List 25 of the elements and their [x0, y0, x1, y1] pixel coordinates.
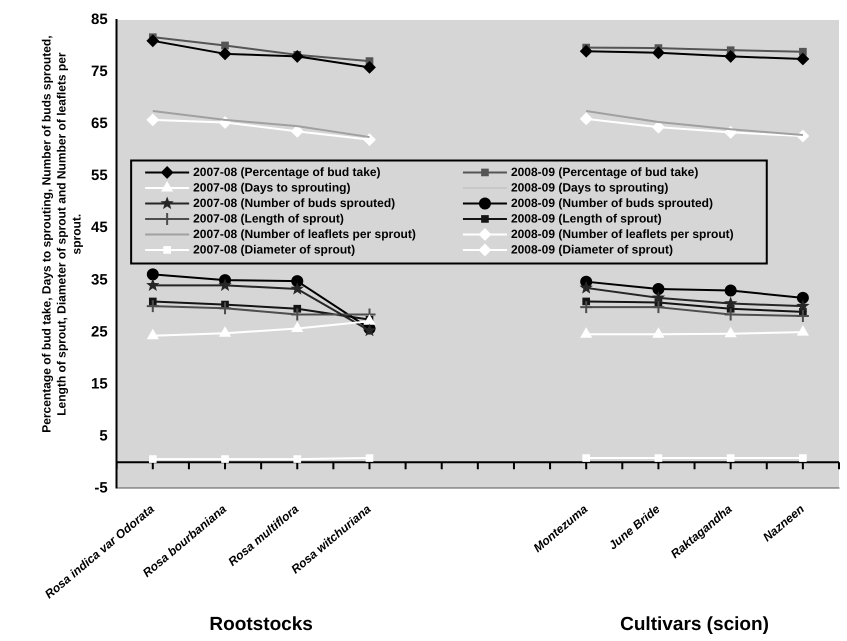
y-axis-title: Percentage of bud take, Days to sprouting, Number of buds sprouted, Length of sprout, Diameter of sprout and Number of leaflets per sprout. [39, 35, 84, 433]
y-tick-label: 15 [90, 375, 108, 392]
legend-label: 2008-09 (Days to sprouting) [510, 180, 668, 194]
y-tick-label: 25 [90, 323, 108, 340]
y-tick-label: 5 [99, 427, 108, 444]
legend-label: 2007-08 (Number of leaflets per sprout) [193, 226, 416, 241]
legend-label: 2007-08 (Days to sprouting) [193, 180, 351, 194]
y-tick-label: 85 [90, 11, 108, 28]
text: Rootstocks [209, 614, 313, 635]
legend-label: 2007-08 (Percentage of bud take) [193, 164, 381, 179]
y-tick-label: -5 [94, 479, 108, 496]
legend-label: 2007-08 (Diameter of sprout) [193, 242, 356, 256]
y-tick-label: 45 [90, 219, 108, 236]
y-tick-label: 65 [90, 115, 108, 132]
legend-label: 2008-09 (Number of leaflets per sprout) [510, 226, 734, 241]
y-tick-label: 35 [90, 271, 108, 288]
legend-label: 2008-09 (Number of buds sprouted) [510, 196, 713, 210]
legend-label: 2007-08 (Length of sprout) [193, 211, 344, 226]
legend-label: 2008-09 (Diameter of sprout) [510, 242, 673, 256]
legend-label: 2008-09 (Percentage of bud take) [510, 164, 698, 179]
y-tick-label: 55 [90, 167, 108, 184]
legend-label: 2008-09 (Length of sprout) [510, 211, 662, 226]
legend-label: 2007-08 (Number of buds sprouted) [193, 196, 396, 210]
text: Cultivars (scion) [620, 614, 769, 635]
y-tick-label: 75 [90, 63, 108, 80]
